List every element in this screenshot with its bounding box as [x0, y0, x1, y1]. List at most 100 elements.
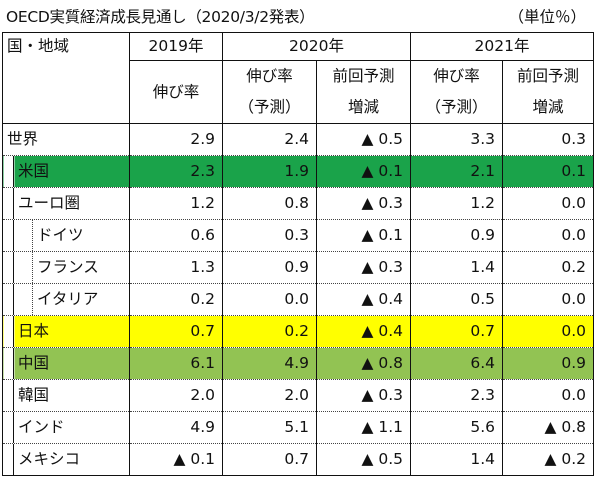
indent-gutter: [4, 188, 14, 219]
indent-gutter: [18, 284, 33, 315]
cell-2021-diff: ▲ 0.8: [502, 411, 595, 444]
oecd-growth-table: 国・地域 2019年 2020年 2021年 伸び率 伸び率 前回予測 伸び率 …: [2, 32, 595, 476]
indent-gutter: [4, 348, 14, 379]
cell-2019: 0.2: [129, 283, 223, 316]
table-row: 世界 2.9 2.4 ▲ 0.5 3.3 0.3: [2, 123, 595, 156]
indent-gutter: [18, 220, 33, 251]
cell-2021: 3.3: [410, 123, 504, 156]
cell-2020-diff: ▲ 0.8: [315, 347, 412, 380]
table-row: ユーロ圏 1.2 0.8 ▲ 0.3 1.2 0.0: [2, 187, 595, 220]
header-2021-prevdiff: 前回予測: [502, 60, 595, 92]
cell-2021-diff: 0.3: [502, 123, 595, 156]
cell-2020-diff: ▲ 0.4: [315, 315, 412, 348]
table-row: イタリア 0.2 0.0 ▲ 0.4 0.5 0.0: [2, 283, 595, 316]
row-label: フランス: [37, 258, 99, 276]
header-2020-forecast: （予測）: [222, 92, 317, 124]
header-2021-change: 増減: [502, 92, 595, 124]
table-row: メキシコ ▲ 0.1 0.7 ▲ 0.5 1.4 ▲ 0.2: [2, 443, 595, 476]
cell-2021-diff: 0.9: [502, 347, 595, 380]
table-row: 日本 0.7 0.2 ▲ 0.4 0.7 0.0: [2, 315, 595, 348]
cell-2021: 2.1: [410, 155, 504, 188]
cell-2020-diff: ▲ 0.5: [315, 123, 412, 156]
table-row: 米国 2.3 1.9 ▲ 0.1 2.1 0.1: [2, 155, 595, 188]
cell-2020: 0.8: [222, 187, 317, 220]
cell-2019: 2.0: [129, 379, 223, 412]
cell-2021-diff: 0.0: [502, 379, 595, 412]
cell-2020: 2.4: [222, 123, 317, 156]
cell-2021-diff: 0.2: [502, 251, 595, 284]
indent-gutter: [4, 220, 14, 251]
indent-gutter: [4, 284, 14, 315]
cell-2019: 2.3: [129, 155, 223, 188]
cell-2021: 2.3: [410, 379, 504, 412]
cell-2021: 5.6: [410, 411, 504, 444]
cell-2020: 0.3: [222, 219, 317, 252]
cell-2019: ▲ 0.1: [129, 443, 223, 476]
cell-2021: 0.9: [410, 219, 504, 252]
table-row: 韓国 2.0 2.0 ▲ 0.3 2.3 0.0: [2, 379, 595, 412]
row-label: イタリア: [37, 290, 99, 308]
cell-2020-diff: ▲ 0.5: [315, 443, 412, 476]
cell-2020: 0.2: [222, 315, 317, 348]
table-caption: OECD実質経済成長見通し（2020/3/2発表） （単位％）: [0, 0, 600, 30]
header-row-years: 国・地域 2019年 2020年 2021年: [2, 32, 595, 124]
header-2020: 2020年: [221, 32, 412, 61]
table-title: OECD実質経済成長見通し（2020/3/2発表）: [6, 8, 315, 26]
cell-2020-diff: ▲ 1.1: [315, 411, 412, 444]
row-label: 世界: [2, 123, 130, 156]
row-label: 中国: [18, 354, 50, 372]
header-2020-prevdiff: 前回予測: [315, 60, 412, 92]
header-2021: 2021年: [410, 32, 595, 61]
header-2019-growth: 伸び率: [129, 60, 223, 124]
cell-2019: 6.1: [129, 347, 223, 380]
cell-2020: 2.0: [222, 379, 317, 412]
table-row: ドイツ 0.6 0.3 ▲ 0.1 0.9 0.0: [2, 219, 595, 252]
table-row: 中国 6.1 4.9 ▲ 0.8 6.4 0.9: [2, 347, 595, 380]
indent-gutter: [4, 444, 14, 475]
cell-2019: 1.2: [129, 187, 223, 220]
row-label: 日本: [18, 322, 50, 340]
cell-2019: 1.3: [129, 251, 223, 284]
header-2020-growth: 伸び率: [222, 60, 317, 92]
cell-2021-diff: 0.1: [502, 155, 595, 188]
cell-2020: 4.9: [222, 347, 317, 380]
header-2021-forecast: （予測）: [410, 92, 504, 124]
row-label: ユーロ圏: [18, 194, 81, 212]
cell-2021: 1.4: [410, 443, 504, 476]
indent-gutter: [4, 156, 14, 187]
header-2019: 2019年: [129, 32, 223, 61]
unit-label: （単位％）: [508, 8, 586, 26]
cell-2020-diff: ▲ 0.1: [315, 219, 412, 252]
indent-gutter: [4, 412, 14, 443]
cell-2020-diff: ▲ 0.4: [315, 283, 412, 316]
cell-2021: 0.5: [410, 283, 504, 316]
cell-2021-diff: 0.0: [502, 187, 595, 220]
cell-2019: 0.6: [129, 219, 223, 252]
cell-2020-diff: ▲ 0.3: [315, 187, 412, 220]
row-label: メキシコ: [18, 450, 81, 468]
row-label: 米国: [18, 162, 50, 180]
cell-2020: 0.0: [222, 283, 317, 316]
cell-2020-diff: ▲ 0.1: [315, 155, 412, 188]
cell-2021-diff: 0.0: [502, 219, 595, 252]
indent-gutter: [4, 316, 14, 347]
cell-2019: 2.9: [129, 123, 223, 156]
row-label: ドイツ: [37, 226, 84, 244]
header-region: 国・地域: [2, 32, 130, 124]
indent-gutter: [18, 252, 33, 283]
table-row: インド 4.9 5.1 ▲ 1.1 5.6 ▲ 0.8: [2, 411, 595, 444]
row-label: 韓国: [18, 386, 50, 404]
cell-2020: 1.9: [222, 155, 317, 188]
cell-2020-diff: ▲ 0.3: [315, 379, 412, 412]
cell-2021: 0.7: [410, 315, 504, 348]
cell-2021: 6.4: [410, 347, 504, 380]
row-label: インド: [18, 418, 65, 436]
cell-2021-diff: 0.0: [502, 283, 595, 316]
indent-gutter: [4, 380, 14, 411]
indent-gutter: [4, 252, 14, 283]
cell-2021: 1.2: [410, 187, 504, 220]
cell-2020: 0.7: [222, 443, 317, 476]
header-row-sub2: （予測） 増減 （予測） 増減: [3, 92, 595, 124]
cell-2020-diff: ▲ 0.3: [315, 251, 412, 284]
cell-2021: 1.4: [410, 251, 504, 284]
